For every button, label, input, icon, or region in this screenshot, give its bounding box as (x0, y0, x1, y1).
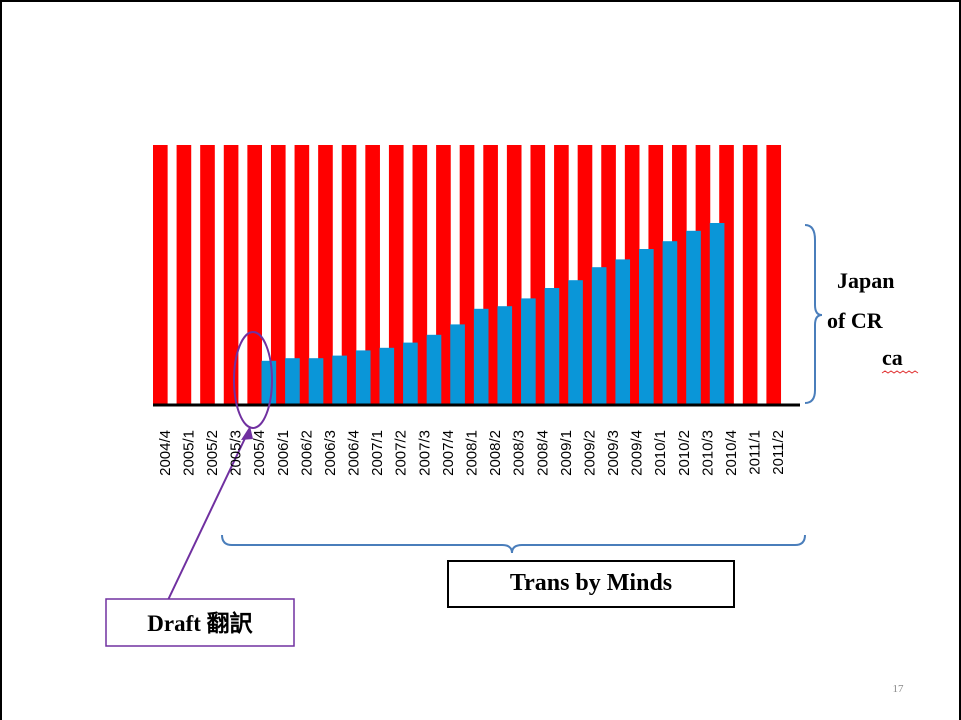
bar (332, 355, 347, 405)
bar (544, 288, 560, 405)
bar (403, 342, 418, 405)
bar (355, 350, 371, 405)
bar (294, 145, 310, 405)
bar (261, 360, 277, 405)
x-tick-label: 2005/2 (204, 430, 221, 476)
x-tick-label: 2009/3 (605, 430, 622, 476)
x-tick-label: 2010/2 (676, 430, 693, 476)
x-tick-label: 2005/3 (228, 430, 245, 476)
x-tick-label: 2010/4 (723, 430, 740, 476)
bar (473, 308, 489, 405)
draft-box (105, 598, 295, 647)
x-tick-label: 2009/1 (558, 430, 575, 476)
bar (766, 145, 782, 405)
annotation: Japan (837, 268, 894, 293)
bar (521, 298, 536, 405)
bar (318, 145, 333, 405)
x-tick-label: 2007/2 (393, 430, 410, 476)
bar (615, 259, 631, 405)
x-tick-label: 2008/1 (464, 430, 481, 476)
spell-underline (881, 370, 919, 374)
plot (153, 145, 782, 405)
bar (341, 145, 357, 405)
bar (639, 249, 654, 405)
bar (497, 306, 513, 405)
x-tick-label: 2010/1 (652, 430, 669, 476)
x-tick-label: 2006/4 (346, 430, 363, 476)
bar (247, 145, 262, 405)
bar (285, 358, 300, 405)
bar (200, 145, 215, 405)
bar (426, 334, 442, 405)
x-tick-label: 2008/4 (534, 430, 551, 476)
bar (742, 145, 758, 405)
x-tick-label: 2004/4 (157, 430, 174, 476)
bar (388, 145, 404, 405)
bar (153, 145, 168, 405)
bar (450, 324, 465, 405)
bar (308, 358, 324, 405)
annotation: ca (882, 345, 903, 370)
annotation: of CR (827, 308, 884, 333)
bar (686, 230, 701, 405)
x-tick-label: 2008/2 (487, 430, 504, 476)
x-tick-label: 2006/3 (322, 430, 339, 476)
x-tick-label: 2007/3 (416, 430, 433, 476)
annotation: Draft 翻訳 (147, 610, 253, 636)
bar (270, 145, 286, 405)
x-tick-label: 2009/2 (581, 430, 598, 476)
bar (591, 267, 607, 405)
bar (365, 145, 380, 405)
bar (379, 347, 395, 405)
x-tick-label: 2008/3 (511, 430, 528, 476)
x-tick-label: 2006/2 (298, 430, 315, 476)
x-tick-label: 2010/3 (699, 430, 716, 476)
x-tick-label: 2006/1 (275, 430, 292, 476)
bar (176, 145, 192, 405)
bar (709, 223, 725, 405)
bar (662, 241, 678, 405)
x-tick-label: 2005/4 (251, 430, 268, 476)
x-tick-label: 2005/1 (180, 430, 197, 476)
x-tick-label: 2011/1 (747, 430, 764, 475)
bottom-brace (221, 534, 806, 554)
caption-box (447, 560, 735, 608)
arrow-line (167, 431, 249, 601)
x-tick-label: 2009/4 (629, 430, 646, 476)
bar (568, 280, 583, 405)
arrow-head (241, 426, 253, 440)
x-tick-label: 2007/1 (369, 430, 386, 476)
x-tick-label: 2007/4 (440, 430, 457, 476)
bar (223, 145, 239, 405)
annotation: Trans by Minds (510, 570, 672, 596)
highlight-ellipse (233, 331, 273, 429)
page-number: 17 (893, 683, 905, 695)
x-tick-label: 2011/2 (770, 430, 787, 475)
bar (412, 145, 428, 405)
right-brace (804, 224, 823, 404)
